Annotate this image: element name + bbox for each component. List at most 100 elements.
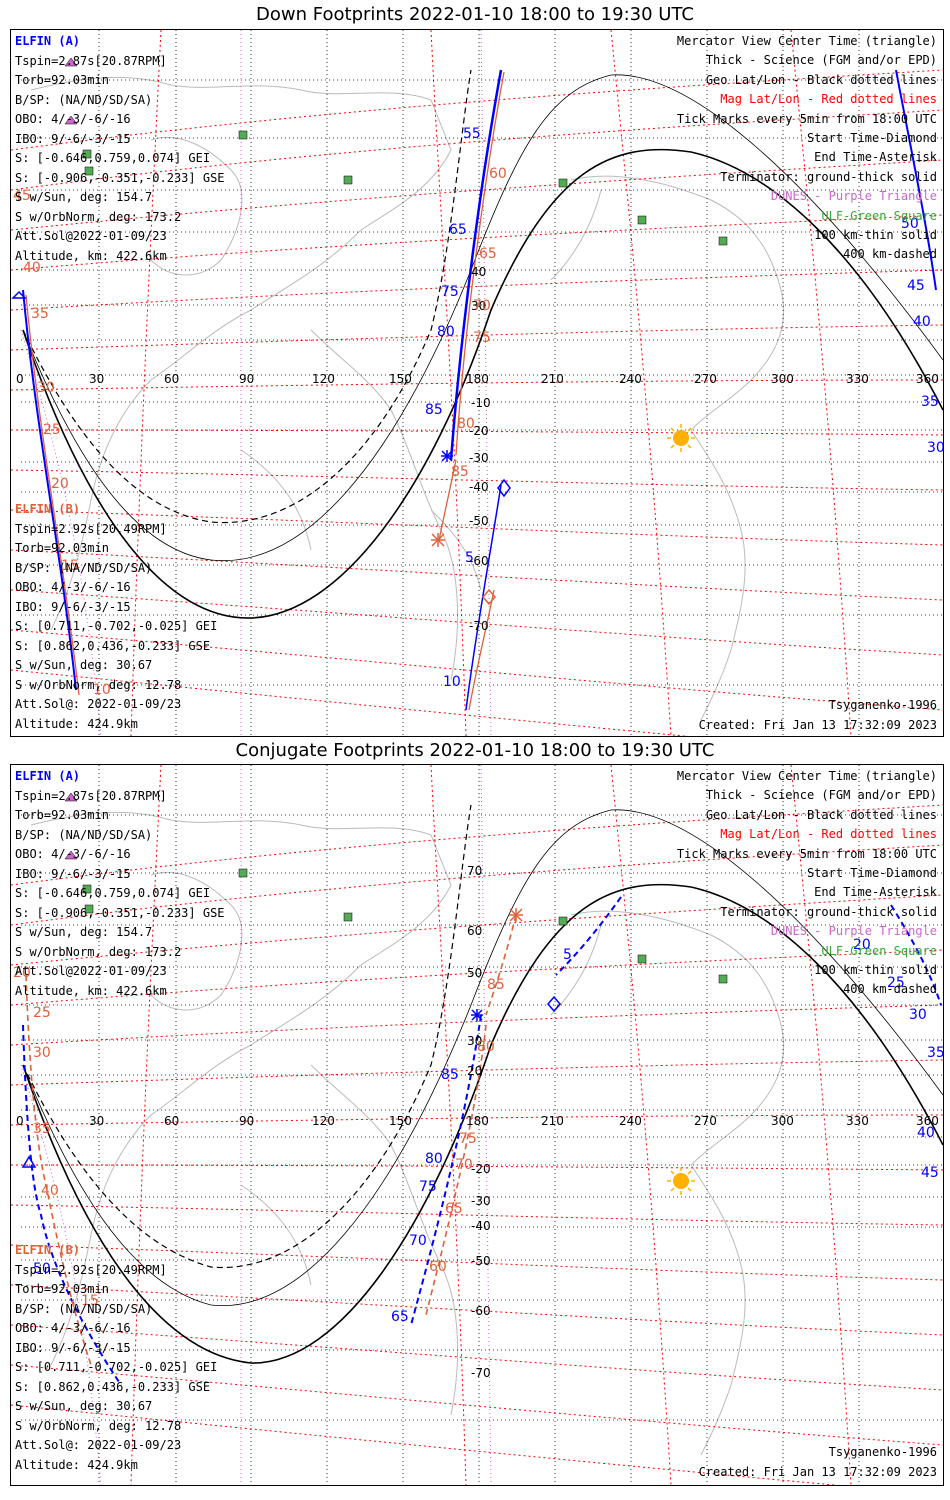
svg-text:70: 70 — [409, 1233, 427, 1249]
svg-text:15: 15 — [81, 1293, 99, 1309]
lon-tick: 330 — [846, 1114, 869, 1128]
lon-tick: 360 — [916, 1114, 939, 1128]
svg-text:-30: -30 — [471, 1194, 491, 1208]
lon-tick: 210 — [541, 372, 564, 386]
svg-text:-60: -60 — [471, 1304, 491, 1318]
svg-text:-40: -40 — [469, 480, 489, 494]
lon-tick: 60 — [164, 1114, 179, 1128]
svg-text:35: 35 — [33, 1121, 51, 1137]
svg-text:-50: -50 — [469, 514, 489, 528]
elfin-a-track — [22, 69, 937, 711]
dunes-meridians — [20, 765, 492, 1485]
svg-text:30: 30 — [467, 1034, 482, 1048]
elfin-b-name: ELFIN (B) — [15, 502, 81, 516]
model-label: Tsyganenko-1996 — [828, 698, 937, 712]
conjugate-map-canvas: 0 30 60 90 120 150 180 210 240 270 300 3… — [11, 765, 943, 1485]
lon-tick: 300 — [771, 372, 794, 386]
terminator-lines — [22, 804, 943, 1364]
lon-tick: 180 — [466, 372, 489, 386]
dunes-triangle-icon-2 — [64, 850, 78, 860]
svg-text:80: 80 — [457, 416, 475, 432]
svg-text:70: 70 — [473, 298, 491, 314]
elfin-a-name: ELFIN (A) — [15, 34, 81, 48]
svg-text:65: 65 — [479, 246, 497, 262]
svg-text:25: 25 — [887, 975, 905, 991]
sun-icon — [667, 424, 695, 452]
svg-text:50: 50 — [33, 1261, 51, 1277]
svg-text:65: 65 — [391, 1309, 409, 1325]
svg-text:40: 40 — [23, 260, 41, 276]
svg-text:80: 80 — [477, 1039, 495, 1055]
elfin-b-track — [25, 914, 517, 1366]
svg-text:75: 75 — [419, 1179, 437, 1195]
end-asterisk-icon-a — [441, 450, 453, 462]
svg-text:60: 60 — [489, 166, 507, 182]
svg-text:75: 75 — [473, 330, 491, 346]
panel-title-down: Down Footprints 2022-01-10 18:00 to 19:3… — [256, 4, 694, 25]
svg-text:-40: -40 — [471, 1219, 491, 1233]
svg-text:-30: -30 — [469, 451, 489, 465]
map-legend: Mercator View Center Time (triangle) Thi… — [676, 769, 937, 997]
lon-tick: 150 — [389, 1114, 412, 1128]
svg-text:80: 80 — [425, 1151, 443, 1167]
svg-text:30: 30 — [33, 1045, 51, 1061]
model-label: Tsyganenko-1996 — [828, 1445, 937, 1459]
lon-tick: 360 — [916, 372, 939, 386]
svg-text:30: 30 — [471, 299, 486, 313]
created-label: Created: Fri Jan 13 17:32:09 2023 — [698, 718, 937, 732]
lat-axis-labels: 40 30 -10 -20 -30 -40 -50 -60 -70 — [469, 265, 491, 633]
end-asterisk-icon-b — [431, 533, 445, 547]
svg-text:15: 15 — [61, 558, 79, 574]
dunes-triangle-icon — [64, 57, 78, 67]
lon-tick: 240 — [619, 1114, 642, 1128]
svg-text:85: 85 — [425, 402, 443, 418]
svg-text:40: 40 — [913, 314, 931, 330]
svg-text:85: 85 — [441, 1067, 459, 1083]
svg-text:20: 20 — [13, 965, 31, 981]
elfin-a-info: ELFIN (A) Tspin=2.87s[20.87RPM] Torb=92.… — [15, 769, 225, 998]
svg-text:40: 40 — [917, 1125, 935, 1141]
svg-text:85: 85 — [487, 977, 505, 993]
lon-tick: 270 — [694, 1114, 717, 1128]
svg-text:65: 65 — [449, 222, 467, 238]
lon-tick: 330 — [846, 372, 869, 386]
map-legend: Mercator View Center Time (triangle) Thi… — [676, 34, 937, 262]
lon-tick: 60 — [164, 372, 179, 386]
lon-tick: 90 — [239, 1114, 254, 1128]
svg-text:20: 20 — [853, 937, 871, 953]
svg-text:70: 70 — [467, 864, 482, 878]
svg-text:-60: -60 — [469, 554, 489, 568]
elfin-a-info: ELFIN (A) Tspin=2.87s[20.87RPM] Torb=92.… — [15, 34, 225, 263]
lon-axis-labels: 0 30 60 90 120 150 180 210 240 270 300 3… — [16, 372, 939, 386]
svg-text:5: 5 — [563, 947, 572, 963]
svg-text:40: 40 — [41, 1183, 59, 1199]
svg-text:85: 85 — [451, 464, 469, 480]
svg-text:70: 70 — [455, 1157, 473, 1173]
end-asterisk-icon-a — [471, 1009, 483, 1021]
svg-text:45: 45 — [921, 1165, 939, 1181]
svg-text:-20: -20 — [471, 1162, 491, 1176]
markers — [11, 57, 728, 606]
svg-text:75: 75 — [459, 1131, 477, 1147]
svg-text:45: 45 — [907, 278, 925, 294]
down-map-canvas: 0 30 60 90 120 150 180 210 240 270 300 3… — [11, 30, 943, 736]
lon-tick: 0 — [16, 372, 24, 386]
svg-text:60: 60 — [429, 1259, 447, 1275]
lon-tick: 120 — [312, 1114, 335, 1128]
svg-text:40: 40 — [471, 265, 486, 279]
svg-text:-70: -70 — [471, 1366, 491, 1380]
ulf-station-square-icons — [82, 130, 728, 246]
svg-text:50: 50 — [901, 216, 919, 232]
lon-tick: 210 — [541, 1114, 564, 1128]
svg-text:45: 45 — [13, 188, 31, 204]
lon-axis-labels: 0 30 60 90 120 150 180 210 240 270 300 3… — [16, 1114, 939, 1128]
lon-tick: 0 — [16, 1114, 24, 1128]
svg-text:30: 30 — [927, 440, 943, 456]
svg-text:30: 30 — [37, 380, 55, 396]
svg-text:10: 10 — [443, 674, 461, 690]
elfin-a-tick-labels: 5 20 25 30 35 40 45 85 80 75 70 65 50 — [33, 937, 943, 1325]
elfin-b-tick-labels: 60 65 70 75 80 85 40 35 30 25 20 15 10 4… — [13, 166, 507, 698]
panel-title-conjugate: Conjugate Footprints 2022-01-10 18:00 to… — [235, 740, 715, 761]
svg-text:10: 10 — [93, 682, 111, 698]
svg-text:35: 35 — [927, 1045, 943, 1061]
